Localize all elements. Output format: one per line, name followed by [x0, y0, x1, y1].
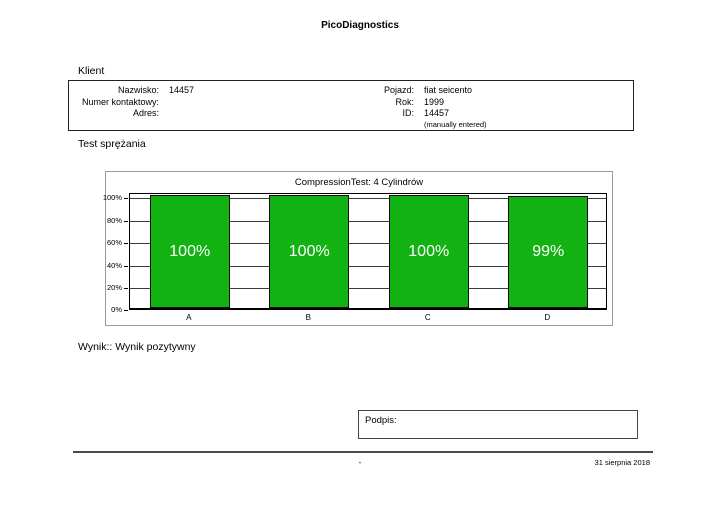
- signature-label: Podpis:: [365, 415, 397, 426]
- y-tick-40: [124, 265, 128, 267]
- bar-cylinder-C: 100%: [388, 195, 469, 308]
- client-info-box: Nazwisko: 14457 Numer kontaktowy: Adres:…: [68, 80, 634, 131]
- field-value: 14457: [424, 108, 450, 118]
- x-axis-label-D: D: [544, 313, 551, 322]
- gridline-60: [130, 243, 606, 245]
- field-label: Adres:: [132, 108, 159, 118]
- y-axis-label-20: 20%: [106, 283, 122, 293]
- plot-area: 0% 20% 40% 60% 80% 100% 100% 100% 100% 99%: [103, 193, 607, 314]
- bar-cylinder-B: 100%: [269, 195, 350, 308]
- client-row-kontakt: Numer kontaktowy:: [69, 97, 194, 109]
- result-text: Wynik:: Wynik pozytywny: [78, 341, 196, 353]
- field-value: fiat seicento: [424, 85, 473, 95]
- client-row-rok: Rok: 1999: [353, 97, 472, 109]
- field-label: Pojazd:: [383, 85, 414, 95]
- id-manually-entered-note: (manually entered): [424, 119, 487, 129]
- y-axis-label-0: 0%: [111, 305, 122, 314]
- y-tick-80: [124, 220, 128, 222]
- y-axis-label-100: 100%: [102, 193, 122, 202]
- x-axis-label-A: A: [186, 313, 192, 322]
- client-row-nazwisko: Nazwisko: 14457: [69, 85, 194, 97]
- y-axis-label-40: 40%: [106, 260, 122, 270]
- test-section-heading: Test sprężania: [78, 138, 146, 150]
- bar-value-label: 99%: [532, 243, 565, 261]
- footer-date: 31 sierpnia 2018: [594, 458, 650, 467]
- y-axis-label-80: 80%: [106, 215, 122, 225]
- bar-cylinder-A: 100%: [149, 195, 230, 308]
- client-row-pojazd: Pojazd: fiat seicento: [353, 85, 472, 97]
- field-label: Rok:: [395, 96, 414, 107]
- bar-cylinder-D: 99%: [508, 196, 589, 308]
- client-row-id: ID: 14457: [353, 108, 472, 120]
- chart-title: CompressionTest: 4 Cylindrów: [294, 177, 424, 188]
- gridline-40: [130, 265, 606, 267]
- field-value: 14457: [169, 85, 195, 95]
- gridline-80: [130, 220, 606, 222]
- y-tick-20: [124, 288, 128, 290]
- y-tick-60: [124, 243, 128, 245]
- bar-value-label: 100%: [169, 242, 211, 260]
- client-info-left: Nazwisko: 14457 Numer kontaktowy: Adres:: [69, 85, 194, 120]
- signature-box: Podpis:: [358, 410, 638, 439]
- field-label: Nazwisko:: [117, 85, 159, 95]
- y-tick-100: [124, 198, 128, 199]
- client-info-right: Pojazd: fiat seicento Rok: 1999 ID: 1445…: [353, 85, 487, 129]
- x-axis-labels: A B C D: [129, 313, 607, 325]
- footer-divider: [73, 451, 653, 453]
- y-axis-label-60: 60%: [106, 238, 122, 248]
- y-tick-0: [124, 310, 128, 311]
- footer-center-text: -: [358, 458, 362, 467]
- x-axis-label-C: C: [424, 313, 431, 322]
- client-section-heading: Klient: [78, 65, 105, 77]
- x-axis-label-B: B: [305, 313, 311, 322]
- compression-chart: CompressionTest: 4 Cylindrów 0% 20% 40% 60%…: [103, 171, 613, 326]
- field-value: 1999: [424, 96, 445, 107]
- gridline-100: [130, 198, 606, 199]
- bar-value-label: 100%: [288, 242, 330, 260]
- bar-value-label: 100%: [408, 242, 450, 260]
- client-row-adres: Adres:: [69, 108, 194, 120]
- field-label: ID:: [402, 108, 414, 118]
- gridline-20: [130, 288, 606, 290]
- app-title: PicoDiagnostics: [321, 20, 399, 31]
- field-label: Numer kontaktowy:: [81, 96, 159, 107]
